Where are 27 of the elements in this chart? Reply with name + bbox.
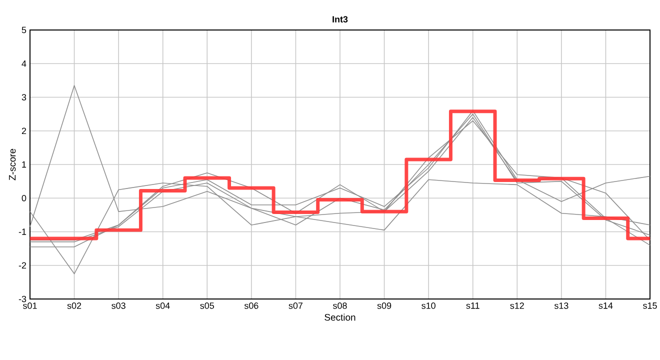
y-tick-label: 5: [22, 26, 26, 34]
x-tick-label: s03: [112, 302, 126, 309]
chart-title: Int3: [332, 16, 348, 22]
x-tick-label: s12: [510, 302, 524, 309]
x-axis-title: Section: [324, 314, 356, 321]
x-tick-label: s08: [333, 302, 347, 309]
x-tick-label: s02: [67, 302, 82, 309]
x-tick-label: s11: [466, 302, 480, 309]
y-tick-label: -3: [18, 296, 26, 302]
x-tick-label: s10: [422, 302, 436, 309]
x-tick-label: s07: [288, 302, 302, 309]
y-tick-label: 4: [22, 60, 26, 67]
y-tick-label: 0: [22, 194, 26, 202]
y-tick-label: -2: [18, 262, 26, 269]
y-tick-label: 2: [22, 128, 26, 134]
y-tick-label: 3: [22, 94, 26, 100]
x-tick-label: s04: [156, 302, 170, 309]
x-tick-label: s09: [377, 302, 392, 309]
y-tick-label: 1: [22, 161, 26, 168]
y-axis-title: Z-score: [9, 148, 16, 180]
x-tick-label: s13: [554, 302, 568, 309]
x-tick-label: s14: [598, 302, 613, 309]
x-tick-label: s06: [244, 302, 258, 309]
x-tick-label: s15: [643, 302, 657, 309]
y-tick-label: -1: [18, 228, 26, 235]
x-tick-label: s01: [23, 302, 37, 309]
x-tick-label: s05: [200, 302, 214, 309]
